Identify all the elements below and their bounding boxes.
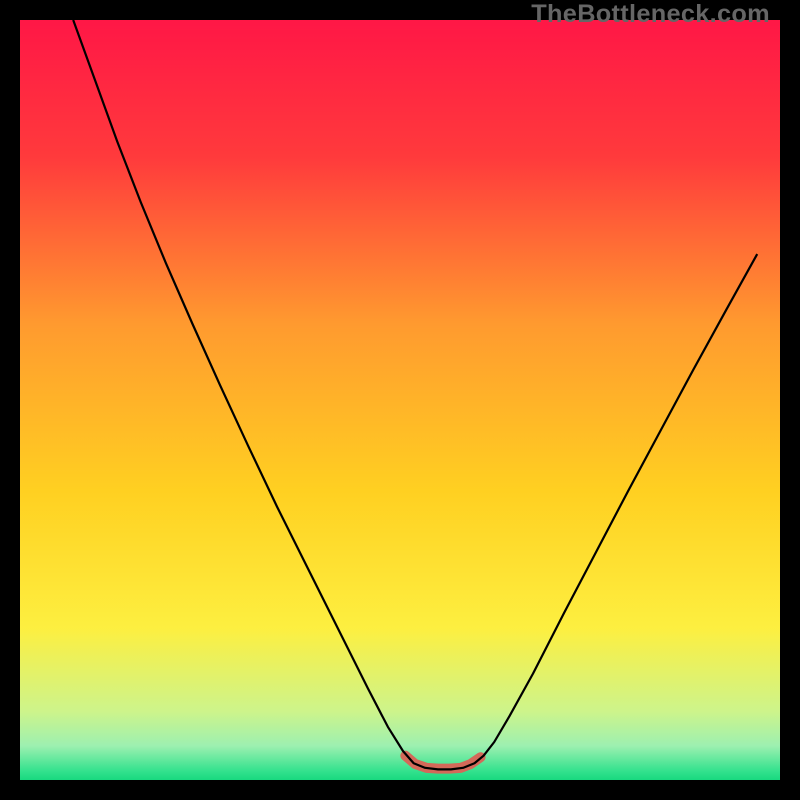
chart-root: TheBottleneck.com [0,0,800,800]
watermark-label: TheBottleneck.com [531,0,770,29]
chart-gradient-background [20,20,780,780]
chart-svg [0,0,800,800]
